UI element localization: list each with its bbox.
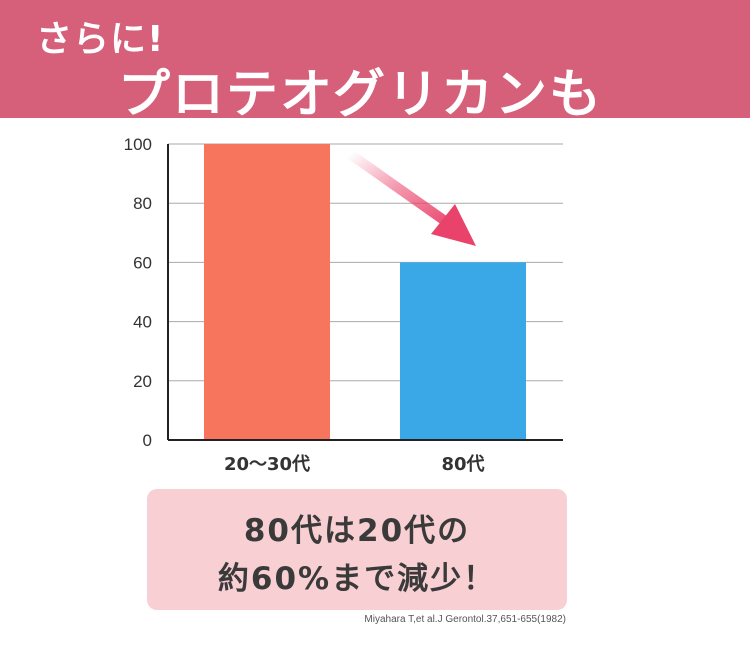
callout-line-1: 80代は20代の xyxy=(147,505,567,550)
callout-box: 80代は20代の 約60%まで減少！ xyxy=(147,489,567,610)
y-tick-label: 20 xyxy=(133,372,152,391)
y-tick-label: 80 xyxy=(133,194,152,213)
y-tick-label: 0 xyxy=(143,431,152,450)
header-title: プロテオグリカンも xyxy=(118,52,603,127)
callout-line-2: 約60%まで減少！ xyxy=(147,553,567,598)
bar xyxy=(204,144,330,440)
trend-arrow-shaft xyxy=(350,154,455,228)
y-tick-label: 40 xyxy=(133,313,152,332)
trend-arrow xyxy=(350,154,476,246)
y-tick-label: 60 xyxy=(133,253,152,272)
bar-chart: 0 20 40 60 80 100 20〜30代 80代 xyxy=(0,118,750,488)
header-banner: さらに! プロテオグリカンも xyxy=(0,0,750,118)
citation: Miyahara T,et al.J Gerontol.37,651-655(1… xyxy=(300,614,566,625)
y-tick-label: 100 xyxy=(124,135,152,154)
x-tick-label: 80代 xyxy=(441,454,484,475)
bar xyxy=(400,262,526,440)
x-tick-label: 20〜30代 xyxy=(224,454,310,475)
